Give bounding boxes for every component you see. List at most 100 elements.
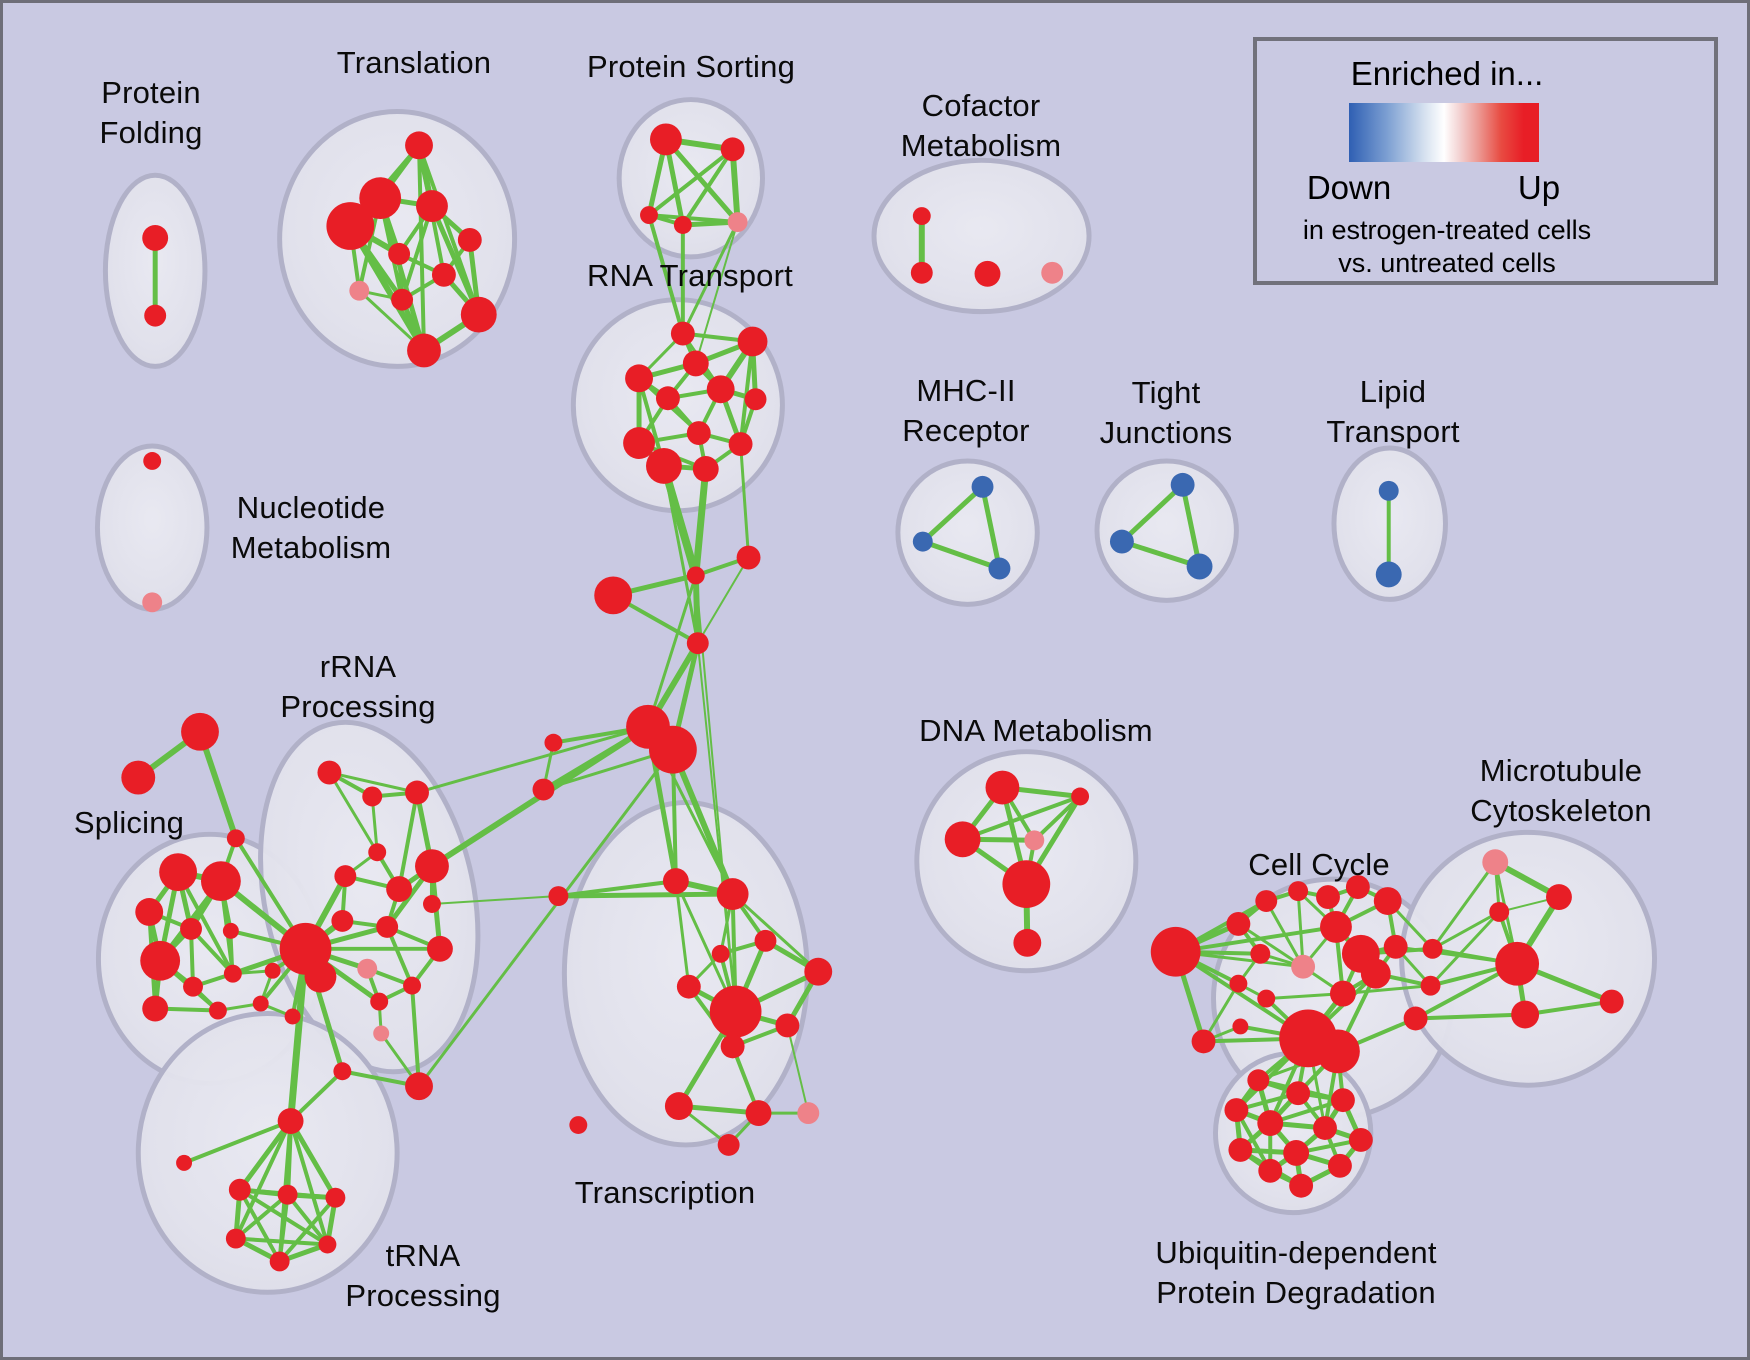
cluster-label-lipid-transport-line-1: Lipid bbox=[1359, 374, 1427, 409]
gene-set-node bbox=[222, 922, 239, 939]
edge bbox=[1431, 860, 1497, 951]
edge bbox=[1264, 899, 1305, 969]
gene-set-node bbox=[1378, 480, 1399, 501]
gene-set-node bbox=[1383, 934, 1408, 959]
gene-set-node bbox=[318, 1235, 337, 1254]
edge bbox=[659, 461, 700, 580]
edge bbox=[1296, 889, 1305, 969]
cluster-ellipses bbox=[94, 97, 1658, 1295]
gene-set-node bbox=[1170, 472, 1195, 497]
gene-set-node bbox=[1250, 943, 1271, 964]
edge bbox=[739, 442, 751, 560]
edge bbox=[327, 771, 419, 794]
gene-set-node bbox=[142, 592, 163, 613]
edge bbox=[182, 1119, 293, 1165]
gene-set-node bbox=[304, 960, 337, 993]
gene-set-node bbox=[1422, 938, 1443, 959]
edge bbox=[1119, 539, 1203, 569]
gene-set-node bbox=[1360, 958, 1391, 989]
edge bbox=[980, 484, 1002, 571]
edge bbox=[347, 223, 427, 354]
gene-set-node bbox=[416, 190, 448, 223]
edge bbox=[400, 204, 434, 302]
gene-set-node bbox=[1345, 875, 1370, 900]
gene-set-node bbox=[140, 940, 181, 981]
gene-set-node bbox=[1288, 881, 1309, 902]
gene-set-node bbox=[692, 455, 719, 482]
gene-set-node bbox=[1283, 1139, 1310, 1166]
gene-set-node bbox=[686, 632, 709, 655]
gene-set-node bbox=[1546, 884, 1572, 910]
gene-set-node bbox=[135, 898, 164, 926]
edge bbox=[920, 539, 1002, 571]
edge bbox=[287, 945, 310, 1125]
gene-set-node bbox=[208, 1001, 227, 1020]
gene-set-node bbox=[1511, 1000, 1540, 1029]
cluster-label-mhc-ii-receptor-line-1: MHC-II bbox=[916, 373, 1016, 408]
gene-set-node bbox=[386, 876, 413, 903]
cluster-label-trna-processing-line-1: tRNA bbox=[385, 1238, 461, 1273]
gene-set-node bbox=[1348, 1128, 1373, 1152]
edge bbox=[285, 1192, 330, 1247]
gene-set-node bbox=[649, 725, 697, 774]
gene-set-node bbox=[682, 350, 709, 377]
gene-set-node bbox=[359, 177, 402, 220]
gene-set-node bbox=[1002, 860, 1051, 908]
cluster-label-cell-cycle-line-1: Cell Cycle bbox=[1248, 847, 1390, 882]
gene-set-node bbox=[334, 865, 357, 888]
gene-set-node bbox=[183, 976, 203, 997]
cluster-label-transcription-line-1: Transcription bbox=[574, 1175, 756, 1210]
gene-set-node bbox=[1013, 928, 1042, 957]
gene-set-node bbox=[736, 545, 761, 570]
gene-set-node bbox=[673, 216, 692, 234]
cluster-label-tight-junctions-line-1: Tight bbox=[1131, 375, 1201, 410]
gene-set-node bbox=[1289, 1173, 1314, 1198]
cluster-label-microtubule-cytoskeleton-line-1: Microtubule bbox=[1479, 753, 1643, 788]
legend-caption-line2: vs. untreated cells bbox=[1338, 248, 1556, 278]
edge bbox=[430, 895, 560, 906]
gene-set-node bbox=[1186, 553, 1213, 580]
gene-set-node bbox=[727, 212, 748, 232]
gene-set-node bbox=[370, 992, 389, 1011]
edge bbox=[1180, 482, 1203, 569]
gene-set-node bbox=[912, 207, 931, 226]
gene-set-node bbox=[676, 974, 701, 999]
gene-set-node bbox=[974, 260, 1001, 287]
gene-set-node bbox=[728, 432, 753, 456]
legend-title: Enriched in... bbox=[1350, 55, 1544, 92]
gene-set-node bbox=[405, 780, 429, 805]
gene-set-node bbox=[1316, 885, 1340, 909]
gene-set-node bbox=[1255, 890, 1278, 912]
gene-set-node bbox=[391, 288, 414, 311]
gene-set-node bbox=[1286, 1081, 1311, 1106]
gene-set-node bbox=[717, 1133, 740, 1156]
cluster-label-rrna-processing-line-2: Processing bbox=[280, 689, 436, 724]
network-canvas bbox=[94, 97, 1658, 1295]
gene-set-node bbox=[711, 944, 730, 963]
gene-set-node bbox=[362, 786, 383, 807]
gene-set-node bbox=[333, 1062, 352, 1081]
gene-set-node bbox=[1599, 989, 1624, 1014]
edge bbox=[920, 484, 986, 545]
cluster-label-rna-transport-line-1: RNA Transport bbox=[587, 258, 793, 293]
gene-set-node bbox=[331, 909, 354, 932]
gene-set-node bbox=[971, 475, 994, 498]
edge bbox=[1523, 999, 1614, 1017]
edge bbox=[277, 1195, 338, 1264]
gene-set-node bbox=[223, 964, 242, 983]
gene-set-node bbox=[277, 1108, 304, 1134]
gene-set-node bbox=[1313, 1116, 1337, 1140]
gene-set-node bbox=[1420, 975, 1441, 996]
gene-set-node bbox=[1327, 1153, 1352, 1178]
gene-set-node bbox=[277, 1184, 298, 1205]
cluster-label-protein-folding-line-2: Folding bbox=[99, 115, 203, 150]
gene-set-node bbox=[1041, 261, 1064, 284]
edge bbox=[288, 1118, 338, 1201]
gene-set-node bbox=[548, 886, 569, 906]
legend-down-label: Down bbox=[1306, 169, 1392, 206]
gene-set-node bbox=[1150, 926, 1201, 977]
edge bbox=[1173, 924, 1338, 954]
edge bbox=[555, 891, 736, 899]
cluster-label-protein-folding-line-1: Protein bbox=[101, 75, 201, 110]
